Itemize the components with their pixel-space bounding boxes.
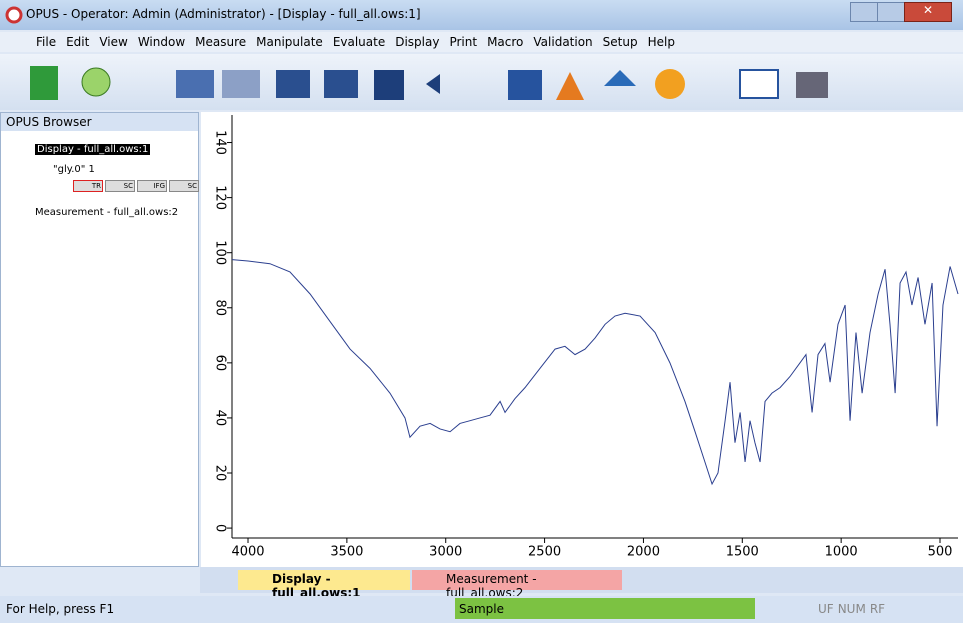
status-bar: For Help, press F1 Sample UF NUM RF — [0, 596, 963, 623]
print-icon[interactable] — [796, 72, 828, 98]
x-tick-label: 500 — [928, 545, 953, 560]
x-tick-label: 3500 — [330, 545, 363, 560]
indicator: UF — [818, 602, 834, 616]
x-tick-label: 1500 — [726, 545, 759, 560]
y-tick-label: 80 — [213, 300, 228, 317]
menu-item[interactable]: File — [36, 35, 57, 49]
y-tick-label: 120 — [213, 185, 228, 210]
maximize-button[interactable] — [877, 2, 905, 22]
calc-icon[interactable] — [655, 69, 685, 99]
menu-item[interactable]: View — [99, 35, 128, 49]
save-icon[interactable] — [374, 70, 404, 100]
toolbar — [0, 54, 963, 110]
check-icon[interactable] — [81, 67, 111, 97]
data-block: SC — [105, 180, 135, 192]
menu-item[interactable]: Edit — [66, 35, 90, 49]
menu-item[interactable]: Macro — [487, 35, 524, 49]
x-tick-label: 4000 — [231, 545, 264, 560]
tree-item[interactable]: Measurement - full_all.ows:2 — [35, 207, 179, 218]
tree-item[interactable]: Display - full_all.ows:1 — [35, 144, 151, 155]
spectrum-window: 4000 3500 3000 2500 2000 1500 1000 500 0 20 40 60 80… — [201, 112, 963, 567]
x-tick-label: 2500 — [528, 545, 561, 560]
y-tick-label: 40 — [213, 410, 228, 427]
tab[interactable]: Display - full_all.ows:1 — [238, 570, 410, 600]
panel-title: OPUS Browser — [1, 113, 198, 131]
measure-icon[interactable] — [30, 66, 58, 100]
table-icon[interactable] — [508, 70, 542, 100]
menu-item[interactable]: Window — [137, 35, 186, 49]
x-tick-label: 1000 — [825, 545, 858, 560]
minimize-button[interactable] — [850, 2, 878, 22]
menu-item[interactable]: Evaluate — [332, 35, 386, 49]
menu-bar: File Edit View Window Measure Manipulate Evalu… — [0, 32, 963, 52]
open-icon[interactable] — [176, 70, 214, 98]
chart: 4000 3500 3000 2500 2000 1500 1000 500 0 20 40 60 80… — [213, 115, 959, 560]
indicator: NUM — [837, 602, 866, 616]
indicator: RF — [869, 602, 886, 616]
y-tick-label: 60 — [213, 355, 228, 372]
data-block: SC — [169, 180, 199, 192]
y-tick-label: 100 — [213, 240, 228, 265]
y-tick-label: 0 — [213, 524, 228, 532]
menu-item[interactable]: Help — [647, 35, 675, 49]
menu-item[interactable]: Setup — [602, 35, 638, 49]
indicators: UF NUM RF — [818, 602, 889, 616]
open-icon[interactable] — [324, 70, 358, 98]
x-tick-label: 2000 — [627, 545, 660, 560]
display-icon[interactable] — [739, 69, 779, 99]
y-tick-label: 20 — [213, 465, 228, 482]
undo-icon[interactable] — [426, 74, 440, 94]
peak-icon[interactable] — [556, 72, 584, 100]
y-tick-label: 140 — [213, 130, 228, 155]
status-state: Sample — [455, 598, 755, 619]
menu-item[interactable]: Measure — [195, 35, 247, 49]
tab[interactable]: Measurement - full_all.ows:2 — [412, 570, 622, 600]
browser-panel: OPUS Browser Display - full_all.ows:1 "g… — [0, 112, 199, 567]
menu-item[interactable]: Manipulate — [256, 35, 323, 49]
app-icon — [5, 6, 23, 24]
help-text: For Help, press F1 — [6, 602, 115, 616]
tab-bar: Display - full_all.ows:1 Measurement - f… — [200, 567, 963, 600]
close-button[interactable]: ✕ — [904, 2, 952, 22]
tree-item[interactable]: "gly.0" 1 — [53, 164, 95, 175]
data-block: TR — [73, 180, 103, 192]
baseline-icon[interactable] — [604, 70, 636, 86]
data-block: IFG — [137, 180, 167, 192]
menu-item[interactable]: Validation — [533, 35, 593, 49]
toolbar-icons — [30, 66, 828, 100]
menu-item[interactable]: Print — [449, 35, 478, 49]
spectrum-line — [231, 259, 959, 486]
window-title: OPUS - Operator: Admin (Administrator) -… — [26, 7, 421, 21]
x-tick-label: 3000 — [429, 545, 462, 560]
title-bar: OPUS - Operator: Admin (Administrator) -… — [0, 0, 963, 30]
open-icon[interactable] — [276, 70, 310, 98]
menu-item[interactable]: Display — [395, 35, 440, 49]
block-row: TR SC IFG SC — [73, 180, 201, 192]
open-icon[interactable] — [222, 70, 260, 98]
